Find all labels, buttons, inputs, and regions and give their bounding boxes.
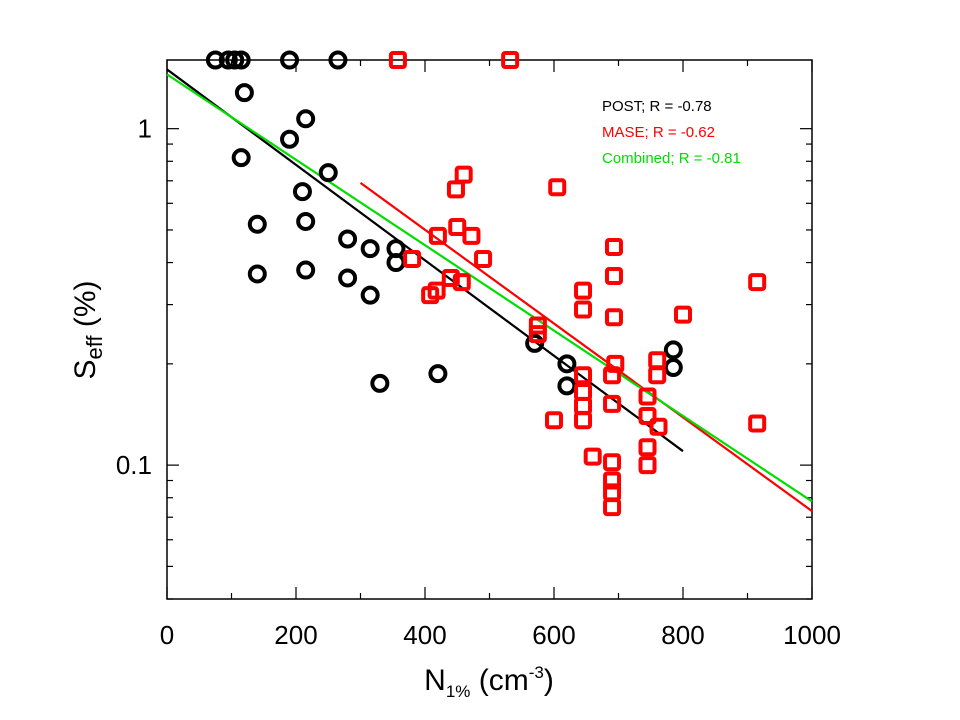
data-point-square — [528, 316, 547, 335]
data-point-circle — [663, 340, 683, 360]
y-tick-label: 0.1 — [116, 450, 152, 480]
data-point-circle — [557, 376, 577, 396]
x-axis-label-sub: 1% — [446, 682, 471, 701]
data-point-square — [428, 226, 447, 245]
y-axis-label-sub: eff — [82, 335, 107, 360]
data-point-circle — [428, 364, 448, 384]
data-point-square — [603, 498, 622, 517]
data-point-circle — [292, 182, 312, 202]
data-point-square — [603, 394, 622, 413]
data-point-square — [648, 366, 667, 385]
data-point-circle — [231, 50, 251, 70]
data-point-circle — [663, 358, 683, 378]
data-point-circle — [360, 239, 380, 259]
data-point-circle — [525, 333, 545, 353]
data-point-circle — [328, 50, 348, 70]
x-axis-label-main: N — [424, 664, 446, 697]
data-point-square — [446, 180, 465, 199]
data-point-circle — [205, 50, 225, 70]
y-axis-label: Seff (%) — [69, 280, 107, 379]
data-point-circle — [296, 109, 316, 129]
data-point-square — [748, 273, 767, 292]
data-point-square — [528, 325, 547, 344]
data-point-square — [603, 471, 622, 490]
data-point-square — [604, 266, 623, 285]
data-point-square — [454, 165, 473, 184]
data-point-square — [606, 354, 625, 373]
data-point-circle — [280, 50, 300, 70]
data-point-square — [574, 396, 593, 415]
y-tick-label: 1 — [138, 114, 152, 144]
data-point-square — [421, 286, 440, 305]
data-point-circle — [318, 163, 338, 183]
data-point-circle — [557, 354, 577, 374]
fit-line — [359, 182, 813, 512]
x-tick-label: 600 — [532, 620, 575, 650]
data-point-square — [388, 51, 407, 69]
x-axis-label-unit-close: ) — [544, 664, 554, 697]
data-point-circle — [370, 373, 390, 393]
data-point-square — [648, 351, 667, 370]
axis-ticks: 0 200 400 600 800 1000 0.1 1 — [116, 60, 841, 650]
data-point-circle — [225, 50, 245, 70]
data-point-circle — [234, 83, 254, 103]
data-point-circle — [231, 148, 251, 168]
data-point-circle — [360, 285, 380, 305]
data-point-square — [638, 387, 657, 406]
data-point-square — [674, 305, 692, 324]
x-axis-label-unit-sup: -3 — [529, 663, 544, 682]
x-tick-label: 400 — [403, 620, 446, 650]
data-point-square — [748, 414, 767, 433]
data-point-square — [574, 366, 593, 385]
x-axis-label-unit: (cm — [470, 664, 528, 697]
data-point-square — [638, 438, 657, 457]
data-point-circle — [247, 264, 267, 284]
data-point-square — [441, 268, 460, 287]
data-point-square — [583, 447, 602, 466]
y-axis-label-unit: (%) — [69, 280, 102, 335]
legend-entry: MASE; R = -0.62 — [602, 124, 715, 141]
legend: POST; R = -0.78 MASE; R = -0.62 Combined; … — [602, 98, 741, 167]
data-point-square — [574, 281, 593, 300]
data-point-square — [501, 51, 520, 69]
legend-entry: Combined; R = -0.81 — [602, 150, 741, 167]
data-point-circle — [338, 229, 358, 249]
data-point-square — [548, 178, 567, 197]
data-point-circle — [218, 50, 238, 70]
fit-line — [166, 73, 813, 503]
data-point-square — [638, 456, 657, 475]
data-point-square — [474, 249, 493, 268]
data-point-square — [574, 411, 593, 430]
data-point-square — [403, 249, 422, 268]
x-axis-label: N1% (cm-3) — [424, 663, 554, 701]
data-point-square — [638, 406, 657, 425]
data-point-circle — [247, 214, 267, 234]
data-point-square — [604, 237, 623, 256]
x-tick-label: 800 — [661, 620, 704, 650]
fit-lines — [166, 68, 813, 512]
x-tick-label: 0 — [160, 620, 174, 650]
data-point-circle — [296, 260, 316, 280]
legend-entry: POST; R = -0.78 — [602, 98, 712, 115]
data-point-square — [448, 218, 467, 237]
data-point-square — [603, 453, 622, 472]
data-point-circle — [296, 211, 316, 231]
data-point-square — [603, 366, 622, 385]
x-tick-label: 1000 — [783, 620, 841, 650]
data-point-square — [462, 226, 481, 245]
data-point-square — [452, 273, 471, 292]
fit-line — [166, 68, 684, 453]
data-point-circle — [338, 268, 358, 288]
data-point-square — [545, 411, 563, 430]
data-point-square — [574, 382, 593, 401]
data-point-square — [574, 300, 593, 319]
data-points — [205, 50, 767, 517]
data-point-circle — [280, 129, 300, 149]
data-point-square — [604, 308, 623, 327]
x-tick-label: 200 — [274, 620, 317, 650]
data-point-square — [649, 417, 668, 436]
y-axis-label-main: S — [69, 360, 102, 380]
